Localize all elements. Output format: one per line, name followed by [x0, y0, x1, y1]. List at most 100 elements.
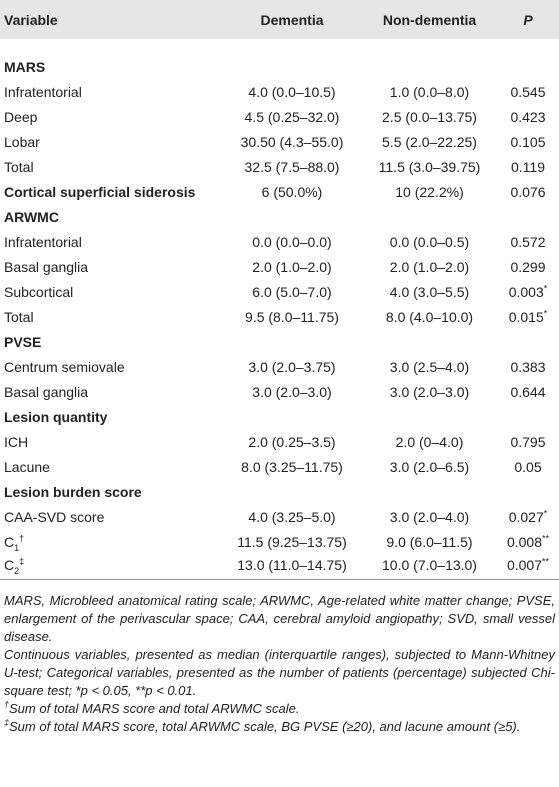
dementia-cell: 3.0 (2.0–3.0)	[222, 379, 362, 404]
p-cell: 0.007**	[497, 554, 559, 580]
dementia-value: 13.0 (11.0–14.75)	[237, 556, 347, 573]
p-cell: 0.015*	[497, 304, 559, 329]
row-label: Total	[0, 154, 222, 179]
row-label: Subcortical	[0, 279, 222, 304]
p-cell	[497, 39, 559, 79]
dementia-value: 11.5 (9.25–13.75)	[237, 533, 347, 550]
p-value: 0.644	[510, 383, 546, 400]
row-label: Total	[0, 304, 222, 329]
non-dementia-value: 3.0 (2.5–4.0)	[389, 358, 470, 375]
non-dementia-cell: 3.0 (2.0–3.0)	[362, 379, 497, 404]
variable-label: Deep	[4, 108, 38, 125]
non-dementia-cell: 8.0 (4.0–10.0)	[362, 304, 497, 329]
non-dementia-cell	[362, 204, 497, 229]
p-value: 0.05	[514, 458, 542, 475]
footnote-mark: †	[19, 532, 25, 543]
table-row: Lesion quantity	[0, 404, 559, 429]
non-dementia-value: 10 (22.2%)	[395, 183, 464, 200]
section-label: MARS	[4, 59, 46, 75]
dementia-cell	[222, 404, 362, 429]
dementia-value: 2.0 (1.0–2.0)	[252, 258, 332, 275]
row-label: ICH	[0, 429, 222, 454]
p-cell: 0.119	[497, 154, 559, 179]
variable-label: Infratentorial	[4, 83, 82, 100]
dementia-value: 9.5 (8.0–11.75)	[245, 308, 339, 325]
header-cell: Dementia	[260, 11, 324, 28]
table-row: Basal ganglia 3.0 (2.0–3.0) 3.0 (2.0–3.0) 0…	[0, 379, 559, 404]
row-label: Basal ganglia	[0, 254, 222, 279]
row-label: Infratentorial	[0, 229, 222, 254]
significance-mark: *	[543, 507, 548, 518]
p-value: 0.545	[510, 83, 546, 100]
table-row: Infratentorial 0.0 (0.0–0.0) 0.0 (0.0–0.5)…	[0, 229, 559, 254]
p-cell: 0.008**	[497, 529, 559, 554]
dementia-cell: 4.0 (0.0–10.5)	[222, 79, 362, 104]
non-dementia-cell: 4.0 (3.0–5.5)	[362, 279, 497, 304]
table-row: Subcortical 6.0 (5.0–7.0) 4.0 (3.0–5.5) 0.0…	[0, 279, 559, 304]
row-label: CAA-SVD score	[0, 504, 222, 529]
dementia-cell: 4.0 (3.25–5.0)	[222, 504, 362, 529]
p-cell: 0.105	[497, 129, 559, 154]
p-value: 0.015	[508, 308, 544, 325]
dementia-value: 32.5 (7.5–88.0)	[244, 158, 340, 175]
p-cell	[497, 329, 559, 354]
non-dementia-cell: 3.0 (2.0–4.0)	[362, 504, 497, 529]
variable-label: CAA-SVD score	[4, 508, 105, 525]
dementia-cell: 8.0 (3.25–11.75)	[222, 454, 362, 479]
row-label: MARS	[0, 39, 222, 79]
table-row: Centrum semiovale 3.0 (2.0–3.75) 3.0 (2.5–…	[0, 354, 559, 379]
dementia-cell: 30.50 (4.3–55.0)	[222, 129, 362, 154]
header-cell: P	[523, 11, 533, 28]
p-value: 0.007	[506, 556, 543, 573]
dementia-cell: 6 (50.0%)	[222, 179, 362, 204]
p-value: 0.423	[510, 108, 546, 125]
dementia-cell: 11.5 (9.25–13.75)	[222, 529, 362, 554]
dementia-cell: 6.0 (5.0–7.0)	[222, 279, 362, 304]
footnote-mark: ‡	[4, 717, 10, 728]
table-row: ICH 2.0 (0.25–3.5) 2.0 (0–4.0) 0.795	[0, 429, 559, 454]
p-value: 0.299	[510, 258, 546, 275]
row-label: Deep	[0, 104, 222, 129]
p-cell: 0.383	[497, 354, 559, 379]
dementia-value: 3.0 (2.0–3.75)	[248, 358, 336, 375]
variable-label: Basal ganglia	[4, 258, 89, 275]
non-dementia-value: 2.5 (0.0–13.75)	[382, 108, 477, 125]
non-dementia-cell: 2.0 (0–4.0)	[362, 429, 497, 454]
p-value: 0.105	[510, 133, 546, 150]
row-label: Basal ganglia	[0, 379, 222, 404]
section-label: Lesion burden score	[4, 483, 142, 500]
dementia-value: 4.5 (0.25–32.0)	[244, 108, 340, 125]
non-dementia-value: 11.5 (3.0–39.75)	[378, 158, 481, 175]
dementia-value: 6 (50.0%)	[261, 183, 323, 200]
p-cell	[497, 479, 559, 504]
row-label: Infratentorial	[0, 79, 222, 104]
variable-label: Lacune	[4, 458, 50, 475]
subscript: 2	[14, 565, 20, 576]
variable-label: ICH	[4, 433, 29, 450]
dementia-cell: 0.0 (0.0–0.0)	[222, 229, 362, 254]
non-dementia-cell: 5.5 (2.0–22.25)	[362, 129, 497, 154]
p-value: 0.572	[510, 233, 546, 250]
variable-label: Centrum semiovale	[4, 358, 125, 375]
section-label: Lesion quantity	[4, 408, 108, 425]
p-cell: 0.299	[497, 254, 559, 279]
non-dementia-value: 4.0 (3.0–5.5)	[389, 283, 470, 300]
header-cell: Variable	[4, 11, 58, 28]
dementia-cell: 9.5 (8.0–11.75)	[222, 304, 362, 329]
non-dementia-value: 2.0 (1.0–2.0)	[389, 258, 470, 275]
table-row: CAA-SVD score 4.0 (3.25–5.0) 3.0 (2.0–4.0)…	[0, 504, 559, 529]
row-label: C1†	[0, 529, 222, 554]
p-value: 0.119	[511, 158, 545, 175]
section-label: PVSE	[4, 333, 42, 350]
p-value: 0.795	[510, 433, 546, 450]
table-row: MARS	[0, 39, 559, 79]
footnote-text: Sum of total MARS score and total ARWMC …	[9, 700, 300, 716]
row-label: C2‡	[0, 554, 222, 580]
non-dementia-cell	[362, 479, 497, 504]
variable-label: Total	[4, 308, 34, 325]
non-dementia-value: 10.0 (7.0–13.0)	[382, 556, 477, 573]
table-row: Total 32.5 (7.5–88.0) 11.5 (3.0–39.75) 0.11…	[0, 154, 559, 179]
footnote-text: MARS, Microbleed anatomical rating scale…	[4, 592, 555, 644]
non-dementia-cell: 9.0 (6.0–11.5)	[362, 529, 497, 554]
